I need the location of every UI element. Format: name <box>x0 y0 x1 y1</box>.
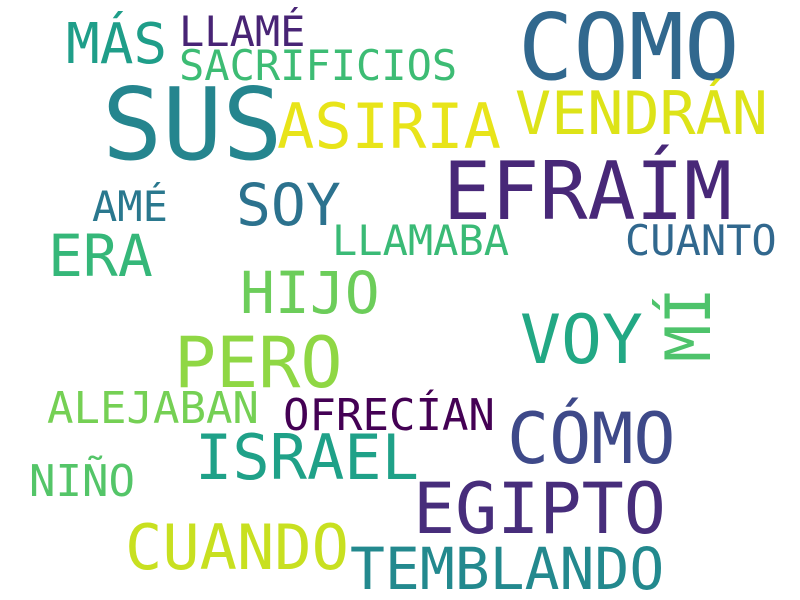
word-cuando: CUANDO <box>125 511 349 584</box>
word-como-accent: CÓMO <box>507 398 676 480</box>
word-israel: ISRAEL <box>195 421 419 494</box>
word-asiria: ASIRIA <box>277 90 501 163</box>
word-egipto: EGIPTO <box>413 468 666 550</box>
word-como: COMO <box>518 0 740 101</box>
word-cuanto: CUANTO <box>625 216 777 265</box>
word-sus: SUS <box>102 66 283 183</box>
word-llamaba: LLAMABA <box>332 216 510 265</box>
word-nino: NIÑO <box>29 456 135 507</box>
word-voy: VOY <box>520 301 643 380</box>
word-sacrificios: SACRIFICIOS <box>179 41 458 90</box>
word-efraim: EFRAÍM <box>443 145 732 238</box>
word-ofrecian: OFRECÍAN <box>283 390 495 441</box>
word-era: ERA <box>48 222 153 290</box>
word-hijo: HIJO <box>240 259 380 327</box>
word-ame: AMÉ <box>92 182 168 231</box>
word-alejaban: ALEJABAN <box>47 383 259 434</box>
word-temblando: TEMBLANDO <box>350 535 665 600</box>
word-vendran: VENDRÁN <box>515 79 768 149</box>
word-mas: MÁS <box>66 12 168 77</box>
word-mi: MÍ <box>652 287 725 362</box>
word-llame: LLAMÉ <box>179 7 306 56</box>
word-soy: SOY <box>236 171 341 239</box>
word-pero: PERO <box>174 322 343 404</box>
